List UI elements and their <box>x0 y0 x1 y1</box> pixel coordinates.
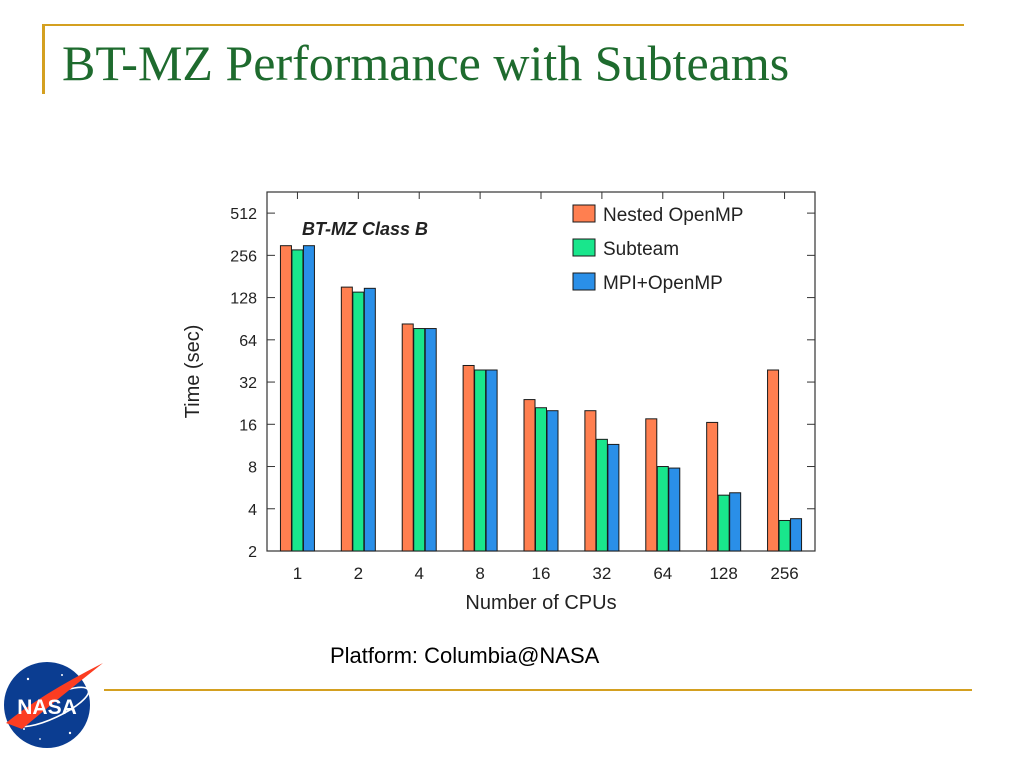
bar-subteam <box>717 494 730 552</box>
x-tick-label: 16 <box>532 564 551 583</box>
y-tick-label: 512 <box>230 206 257 223</box>
bar-mpi-openmp <box>790 518 803 552</box>
bar-subteam <box>474 369 487 552</box>
legend-swatch <box>572 272 596 291</box>
legend-swatch <box>572 238 596 257</box>
bar-subteam <box>595 438 608 552</box>
x-tick-label: 64 <box>653 564 672 583</box>
bar-nested-openmp <box>279 245 292 552</box>
y-tick-label: 2 <box>248 544 257 561</box>
legend-swatch <box>572 204 596 223</box>
x-tick-label: 4 <box>414 564 423 583</box>
x-tick-label: 128 <box>709 564 737 583</box>
nasa-logo-text: NASA <box>17 696 77 719</box>
title-accent-bar-horizontal <box>42 24 964 26</box>
x-tick-label: 1 <box>293 564 302 583</box>
y-tick-label: 8 <box>248 460 257 477</box>
y-axis-label: Time (sec) <box>182 325 204 419</box>
bar-mpi-openmp <box>668 467 681 552</box>
bar-mpi-openmp <box>729 492 742 552</box>
y-tick-label: 256 <box>230 248 257 265</box>
chart-title: BT-MZ Class B <box>302 219 428 239</box>
slide-title: BT-MZ Performance with Subteams <box>62 35 790 91</box>
legend-label: Subteam <box>603 239 679 260</box>
bar-mpi-openmp <box>607 443 620 552</box>
bar-nested-openmp <box>645 418 658 552</box>
x-axis-label: Number of CPUs <box>465 592 616 614</box>
bar-nested-openmp <box>767 369 780 552</box>
x-tick-label: 256 <box>770 564 798 583</box>
bar-nested-openmp <box>706 421 719 552</box>
bar-mpi-openmp <box>546 410 559 552</box>
bar-subteam <box>656 466 669 552</box>
nasa-logo-icon: NASA <box>2 660 103 750</box>
bar-nested-openmp <box>462 364 475 552</box>
title-accent-bar-vertical <box>42 24 45 94</box>
bar-mpi-openmp <box>485 369 498 552</box>
y-tick-label: 4 <box>248 502 257 519</box>
bar-mpi-openmp <box>363 287 376 552</box>
bar-subteam <box>778 519 791 552</box>
x-tick-label: 2 <box>354 564 363 583</box>
bar-nested-openmp <box>584 410 597 552</box>
bar-nested-openmp <box>340 286 353 552</box>
bar-nested-openmp <box>523 399 536 552</box>
y-tick-label: 64 <box>239 333 257 350</box>
y-tick-label: 32 <box>239 375 257 392</box>
y-tick-label: 128 <box>230 291 257 308</box>
legend-label: MPI+OpenMP <box>603 273 723 294</box>
platform-caption: Platform: Columbia@NASA <box>330 643 600 668</box>
bar-mpi-openmp <box>424 328 437 552</box>
bar-chart: 2 4 8 16 32 64 128 256 512 1 2 4 8 16 32 64 128 256 Number… <box>182 191 816 614</box>
bar-mpi-openmp <box>302 245 315 552</box>
x-tick-label: 8 <box>475 564 484 583</box>
legend-label: Nested OpenMP <box>603 205 743 226</box>
x-tick-label: 32 <box>592 564 611 583</box>
footer-rule <box>104 689 972 691</box>
bar-nested-openmp <box>401 323 414 552</box>
bar-subteam <box>291 249 304 552</box>
bar-subteam <box>413 328 426 552</box>
y-tick-label: 16 <box>239 417 257 434</box>
bar-subteam <box>352 291 365 552</box>
bar-subteam <box>535 407 547 552</box>
